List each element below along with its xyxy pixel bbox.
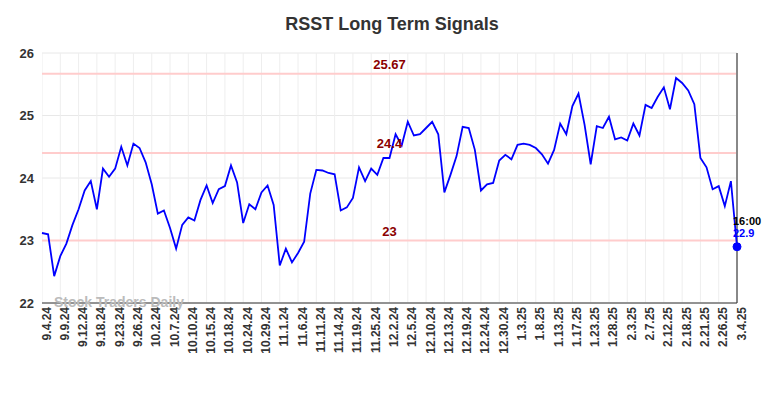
- svg-text:12.24.24: 12.24.24: [478, 307, 492, 354]
- svg-text:2.7.25: 2.7.25: [643, 307, 657, 341]
- svg-text:12.30.24: 12.30.24: [497, 307, 511, 354]
- svg-text:24: 24: [20, 171, 35, 186]
- html-text:Stock Traders Daily: Stock Traders Daily: [54, 294, 184, 310]
- svg-text:25.67: 25.67: [373, 57, 406, 72]
- svg-text:1.23.25: 1.23.25: [588, 307, 602, 347]
- svg-text:10.2.24: 10.2.24: [149, 307, 163, 347]
- svg-text:24.4: 24.4: [377, 136, 403, 151]
- svg-text:10.29.24: 10.29.24: [259, 307, 273, 354]
- svg-text:10.18.24: 10.18.24: [222, 307, 236, 354]
- svg-text:1.8.25: 1.8.25: [533, 307, 547, 341]
- svg-text:26: 26: [20, 46, 34, 61]
- svg-text:1.17.25: 1.17.25: [570, 307, 584, 347]
- svg-text:9.26.24: 9.26.24: [131, 307, 145, 347]
- svg-text:9.23.24: 9.23.24: [113, 307, 127, 347]
- svg-text:11.6.24: 11.6.24: [296, 307, 310, 347]
- svg-text:10.24.24: 10.24.24: [241, 307, 255, 354]
- svg-text:11.11.24: 11.11.24: [314, 307, 328, 353]
- svg-text:1.13.25: 1.13.25: [552, 307, 566, 347]
- svg-text:2.18.25: 2.18.25: [680, 307, 694, 347]
- svg-text:3.4.25: 3.4.25: [735, 307, 749, 341]
- svg-text:1.28.25: 1.28.25: [606, 307, 620, 347]
- svg-text:2.12.25: 2.12.25: [661, 307, 675, 347]
- svg-text:9.4.24: 9.4.24: [40, 307, 54, 341]
- svg-text:22: 22: [20, 296, 34, 311]
- svg-text:10.15.24: 10.15.24: [204, 307, 218, 354]
- svg-text:2.3.25: 2.3.25: [625, 307, 639, 341]
- svg-text:11.14.24: 11.14.24: [332, 307, 346, 353]
- svg-text:1.3.25: 1.3.25: [515, 307, 529, 341]
- svg-text:10.10.24: 10.10.24: [186, 307, 200, 354]
- svg-text:2.21.25: 2.21.25: [698, 307, 712, 347]
- svg-text:11.25.24: 11.25.24: [369, 307, 383, 353]
- svg-text:11.1.24: 11.1.24: [277, 307, 291, 347]
- svg-text:10.7.24: 10.7.24: [168, 307, 182, 347]
- html-text:RSST Long Term Signals: RSST Long Term Signals: [285, 14, 499, 34]
- svg-text:2.26.25: 2.26.25: [716, 307, 730, 347]
- svg-text:23: 23: [382, 224, 396, 239]
- svg-text:22.9: 22.9: [733, 227, 754, 239]
- svg-text:12.19.24: 12.19.24: [460, 307, 474, 354]
- svg-text:12.5.24: 12.5.24: [405, 307, 419, 347]
- svg-text:16:00: 16:00: [733, 215, 761, 227]
- svg-text:12.2.24: 12.2.24: [387, 307, 401, 347]
- svg-text:11.19.24: 11.19.24: [350, 307, 364, 353]
- svg-text:9.18.24: 9.18.24: [94, 307, 108, 347]
- svg-text:25: 25: [20, 108, 34, 123]
- svg-text:9.9.24: 9.9.24: [58, 307, 72, 341]
- svg-text:12.13.24: 12.13.24: [442, 307, 456, 354]
- svg-text:12.10.24: 12.10.24: [424, 307, 438, 354]
- svg-text:9.12.24: 9.12.24: [76, 307, 90, 347]
- svg-text:23: 23: [20, 233, 34, 248]
